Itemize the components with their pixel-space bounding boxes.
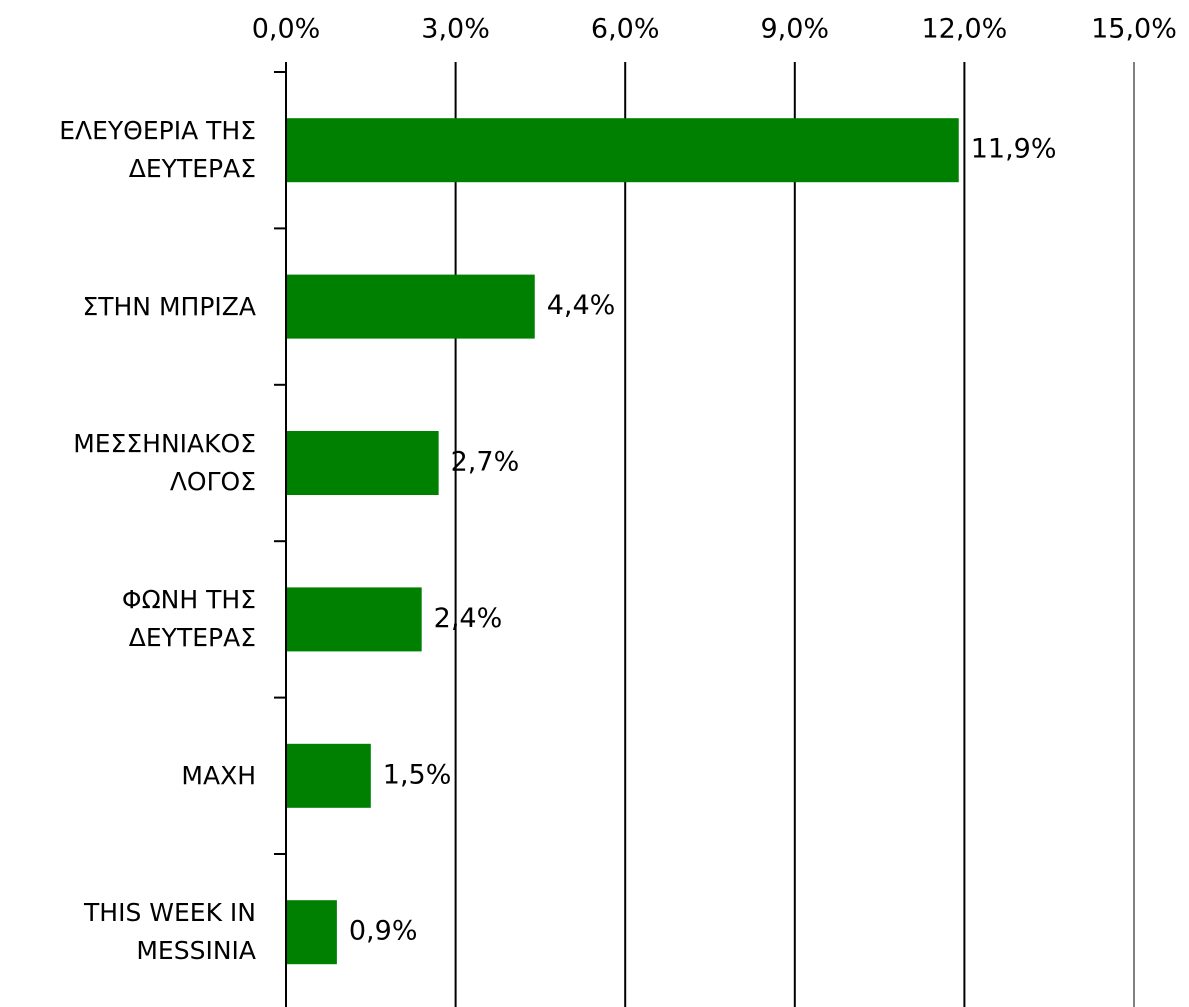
bar bbox=[286, 274, 535, 339]
bar bbox=[286, 431, 439, 495]
value-label: 11,9% bbox=[971, 134, 1057, 165]
bar bbox=[286, 900, 337, 965]
bar bbox=[286, 587, 422, 652]
x-tick-label: 3,0% bbox=[421, 14, 490, 45]
x-tick-label: 12,0% bbox=[922, 14, 1008, 45]
value-label: 4,4% bbox=[547, 290, 616, 321]
x-tick-label: 15,0% bbox=[1091, 14, 1177, 45]
y-tick-label: ΜΕΣΣΗΝΙΑΚΟΣ ΛΟΓΟΣ bbox=[73, 429, 256, 496]
bar bbox=[286, 743, 371, 808]
value-label: 2,7% bbox=[451, 447, 520, 478]
value-label: 1,5% bbox=[383, 759, 452, 790]
y-tick-label: ΣΤΗΝ ΜΠΡΙΖΑ bbox=[82, 291, 256, 321]
value-label: 0,9% bbox=[349, 916, 418, 947]
y-tick-label: THIS WEEK IN MESSINIA bbox=[84, 898, 256, 966]
y-tick-label: ΕΛΕΥΘΕΡΙΑ ΤΗΣ ΔΕΥΤΕΡΑΣ bbox=[59, 116, 256, 184]
y-tick-label: ΦΩΝΗ ΤΗΣ ΔΕΥΤΕΡΑΣ bbox=[121, 585, 256, 653]
x-tick-label: 0,0% bbox=[252, 14, 321, 45]
x-tick-label: 9,0% bbox=[760, 14, 829, 45]
value-label: 2,4% bbox=[434, 603, 503, 634]
bar bbox=[286, 118, 959, 183]
y-tick-label: ΜΑΧΗ bbox=[181, 760, 256, 790]
x-tick-label: 6,0% bbox=[591, 14, 660, 45]
